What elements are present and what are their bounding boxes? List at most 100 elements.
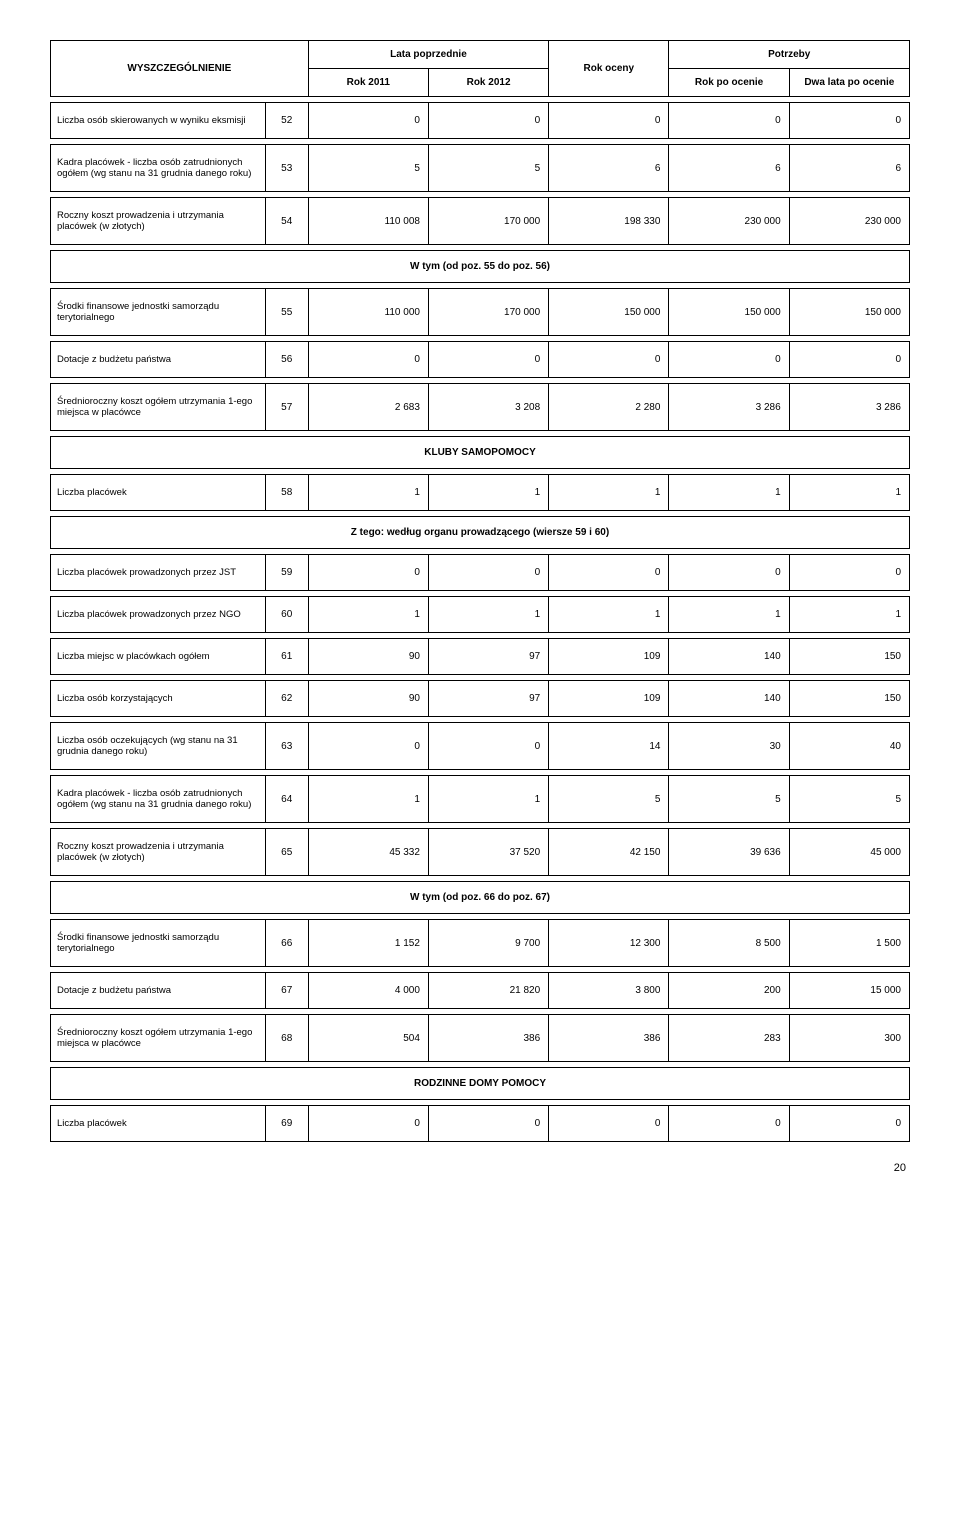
row-value: 150 000 xyxy=(549,289,669,336)
table-row: Kadra placówek - liczba osób zatrudniony… xyxy=(51,145,910,192)
row-value: 386 xyxy=(549,1015,669,1062)
row-value: 9 700 xyxy=(428,920,548,967)
table-row: RODZINNE DOMY POMOCY xyxy=(51,1068,910,1100)
row-index: 52 xyxy=(265,103,308,139)
row-index: 65 xyxy=(265,829,308,876)
row-value: 109 xyxy=(549,681,669,717)
row-value: 0 xyxy=(669,1106,789,1142)
section-header: W tym (od poz. 55 do poz. 56) xyxy=(51,251,910,283)
table-body: Liczba osób skierowanych w wyniku eksmis… xyxy=(51,97,910,1142)
row-value: 90 xyxy=(308,681,428,717)
row-label: Roczny koszt prowadzenia i utrzymania pl… xyxy=(51,829,266,876)
row-value: 0 xyxy=(428,103,548,139)
row-value: 110 008 xyxy=(308,198,428,245)
row-value: 0 xyxy=(308,1106,428,1142)
row-label: Liczba placówek xyxy=(51,475,266,511)
table-row: Liczba osób oczekujących (wg stanu na 31… xyxy=(51,723,910,770)
row-label: Środki finansowe jednostki samorządu ter… xyxy=(51,920,266,967)
row-value: 0 xyxy=(549,555,669,591)
row-index: 69 xyxy=(265,1106,308,1142)
table-row: Liczba placówek6900000 xyxy=(51,1106,910,1142)
row-index: 60 xyxy=(265,597,308,633)
row-value: 0 xyxy=(669,342,789,378)
row-value: 0 xyxy=(428,555,548,591)
row-label: Roczny koszt prowadzenia i utrzymania pl… xyxy=(51,198,266,245)
row-value: 0 xyxy=(669,555,789,591)
table-row: Liczba osób korzystających62909710914015… xyxy=(51,681,910,717)
row-index: 66 xyxy=(265,920,308,967)
row-value: 1 xyxy=(308,475,428,511)
table-row: Liczba placówek5811111 xyxy=(51,475,910,511)
row-value: 5 xyxy=(669,776,789,823)
row-value: 1 xyxy=(308,776,428,823)
row-value: 386 xyxy=(428,1015,548,1062)
row-index: 62 xyxy=(265,681,308,717)
row-value: 3 800 xyxy=(549,973,669,1009)
row-value: 230 000 xyxy=(789,198,909,245)
row-value: 1 152 xyxy=(308,920,428,967)
table-row: Dotacje z budżetu państwa674 00021 8203 … xyxy=(51,973,910,1009)
row-label: Średnioroczny koszt ogółem utrzymania 1-… xyxy=(51,1015,266,1062)
row-label: Liczba osób skierowanych w wyniku eksmis… xyxy=(51,103,266,139)
row-value: 0 xyxy=(549,1106,669,1142)
row-value: 6 xyxy=(549,145,669,192)
row-index: 63 xyxy=(265,723,308,770)
row-label: Dotacje z budżetu państwa xyxy=(51,973,266,1009)
row-value: 5 xyxy=(428,145,548,192)
table-row: Liczba placówek prowadzonych przez JST59… xyxy=(51,555,910,591)
row-value: 97 xyxy=(428,681,548,717)
page-number: 20 xyxy=(50,1162,910,1174)
row-value: 150 000 xyxy=(789,289,909,336)
row-value: 0 xyxy=(308,103,428,139)
row-value: 150 xyxy=(789,639,909,675)
row-value: 110 000 xyxy=(308,289,428,336)
row-value: 0 xyxy=(428,342,548,378)
table-header: WYSZCZEGÓLNIENIE Lata poprzednie Rok oce… xyxy=(51,41,910,97)
row-value: 0 xyxy=(549,342,669,378)
row-value: 3 286 xyxy=(789,384,909,431)
row-index: 59 xyxy=(265,555,308,591)
row-value: 1 xyxy=(549,597,669,633)
table-row: Liczba osób skierowanych w wyniku eksmis… xyxy=(51,103,910,139)
row-value: 170 000 xyxy=(428,198,548,245)
table-row: Środki finansowe jednostki samorządu ter… xyxy=(51,920,910,967)
col-group-prev-years: Lata poprzednie xyxy=(308,41,549,69)
table-row: Liczba miejsc w placówkach ogółem6190971… xyxy=(51,639,910,675)
table-row: Dotacje z budżetu państwa5600000 xyxy=(51,342,910,378)
row-value: 1 xyxy=(308,597,428,633)
table-row: Średnioroczny koszt ogółem utrzymania 1-… xyxy=(51,1015,910,1062)
row-value: 0 xyxy=(308,555,428,591)
row-index: 57 xyxy=(265,384,308,431)
col-group-needs: Potrzeby xyxy=(669,41,910,69)
row-value: 1 xyxy=(549,475,669,511)
row-value: 90 xyxy=(308,639,428,675)
section-header: RODZINNE DOMY POMOCY xyxy=(51,1068,910,1100)
row-value: 6 xyxy=(669,145,789,192)
row-value: 3 286 xyxy=(669,384,789,431)
row-value: 0 xyxy=(789,555,909,591)
row-value: 198 330 xyxy=(549,198,669,245)
row-index: 53 xyxy=(265,145,308,192)
col-header-two-after: Dwa lata po ocenie xyxy=(789,69,909,97)
row-value: 0 xyxy=(789,103,909,139)
row-value: 39 636 xyxy=(669,829,789,876)
table-row: Liczba placówek prowadzonych przez NGO60… xyxy=(51,597,910,633)
table-row: KLUBY SAMOPOMOCY xyxy=(51,437,910,469)
row-label: Liczba placówek prowadzonych przez NGO xyxy=(51,597,266,633)
row-value: 40 xyxy=(789,723,909,770)
row-value: 0 xyxy=(428,723,548,770)
row-label: Kadra placówek - liczba osób zatrudniony… xyxy=(51,776,266,823)
row-value: 4 000 xyxy=(308,973,428,1009)
row-value: 2 683 xyxy=(308,384,428,431)
row-label: Średnioroczny koszt ogółem utrzymania 1-… xyxy=(51,384,266,431)
row-index: 64 xyxy=(265,776,308,823)
row-value: 8 500 xyxy=(669,920,789,967)
row-index: 55 xyxy=(265,289,308,336)
row-value: 140 xyxy=(669,639,789,675)
row-label: Liczba osób korzystających xyxy=(51,681,266,717)
row-value: 30 xyxy=(669,723,789,770)
row-value: 21 820 xyxy=(428,973,548,1009)
table-row: W tym (od poz. 55 do poz. 56) xyxy=(51,251,910,283)
row-label: Liczba osób oczekujących (wg stanu na 31… xyxy=(51,723,266,770)
row-value: 0 xyxy=(308,723,428,770)
